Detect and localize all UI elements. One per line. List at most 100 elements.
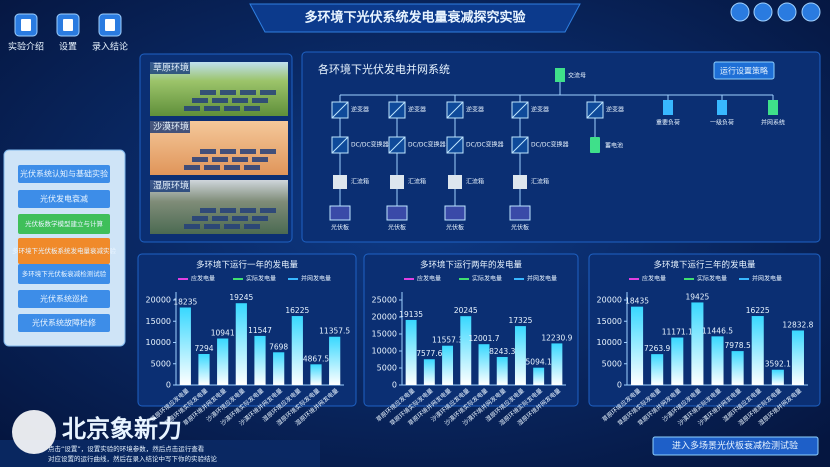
value-label: 11557.3 — [432, 336, 463, 345]
back-icon[interactable] — [777, 2, 797, 22]
panel-label: 光伏板 — [388, 224, 406, 232]
menu-item[interactable] — [18, 238, 110, 264]
value-label: 18435 — [625, 297, 649, 306]
y-tick-label: 15000 — [146, 317, 171, 326]
value-label: 19425 — [685, 292, 709, 301]
value-label: 12001.7 — [468, 334, 499, 343]
legend-label: 应发电量 — [191, 275, 215, 283]
combiner-icon — [333, 175, 347, 189]
solar-array — [224, 165, 240, 170]
bar — [651, 354, 664, 385]
toolbar-label: 录入结论 — [92, 41, 128, 53]
menu-item-label: 多环境下光伏板系统发电量衰减实验 — [12, 246, 117, 255]
menu-item-label: 光伏系统故障检修 — [32, 318, 96, 328]
toolbar-label: 设置 — [59, 42, 77, 53]
y-tick-label: 5000 — [151, 359, 171, 368]
converter-label: DC/DC变换器 — [408, 141, 446, 149]
share-icon[interactable] — [730, 2, 750, 22]
solar-array — [200, 208, 216, 213]
star-icon[interactable] — [753, 2, 773, 22]
inverter-label: 逆变器 — [606, 106, 624, 114]
combiner-label: 汇流箱 — [351, 178, 369, 186]
bar — [691, 302, 704, 385]
menu-item[interactable] — [18, 264, 110, 284]
legend-label: 实际发电量 — [246, 275, 276, 283]
value-label: 4867.5 — [303, 354, 329, 363]
legend-label: 并网发电量 — [301, 275, 331, 283]
converter-label: DC/DC变换器 — [351, 141, 389, 149]
y-tick-label: 0 — [392, 381, 397, 390]
enter-button[interactable] — [652, 436, 819, 456]
value-label: 18235 — [173, 298, 197, 307]
y-tick-label: 0 — [617, 381, 622, 390]
value-label: 11547 — [248, 326, 272, 335]
panel-icon — [444, 205, 466, 221]
solar-array — [252, 98, 268, 103]
y-tick-label: 15000 — [372, 330, 397, 339]
solar-array — [232, 216, 248, 221]
menu-item[interactable] — [18, 190, 110, 208]
environment-label: 湿原环境 — [153, 180, 189, 192]
combiner-icon — [390, 175, 404, 189]
bar — [329, 336, 341, 385]
value-label: 11357.5 — [319, 327, 350, 336]
inverter-icon-divider — [511, 101, 529, 119]
combiner-icon — [513, 175, 527, 189]
value-label: 7294 — [194, 344, 213, 353]
bus-icon — [555, 68, 565, 82]
bar — [478, 344, 490, 385]
bar — [533, 367, 545, 385]
top-icons — [730, 2, 821, 22]
fullscreen-icon[interactable] — [801, 2, 821, 22]
legend-label: 实际发电量 — [697, 275, 727, 283]
battery-label: 蓄电池 — [605, 142, 623, 150]
bar — [791, 330, 804, 385]
environment-label-bg — [150, 62, 190, 74]
inverter-icon-divider — [331, 101, 349, 119]
solar-array — [252, 216, 268, 221]
bar — [235, 303, 247, 385]
diagram-panel — [301, 51, 821, 243]
converter-icon-divider — [388, 136, 406, 154]
bar — [442, 345, 454, 385]
legend-label: 并网发电量 — [527, 275, 557, 283]
bar — [405, 319, 417, 385]
solar-array — [244, 224, 260, 229]
menu-item[interactable] — [18, 314, 110, 332]
menu-item-label: 光伏系统巡检 — [40, 294, 88, 304]
y-tick-label: 20000 — [597, 296, 622, 305]
solar-array — [204, 106, 220, 111]
strategy-button[interactable] — [713, 61, 775, 80]
bar — [771, 369, 784, 385]
environment-label-bg — [150, 121, 190, 133]
menu-item[interactable] — [18, 290, 110, 308]
panel-label: 光伏板 — [511, 224, 529, 232]
menu-item-label: 光伏发电衰减 — [40, 194, 88, 204]
converter-icon-divider — [511, 136, 529, 154]
y-tick-label: 10000 — [146, 338, 171, 347]
value-label: 16225 — [285, 306, 309, 315]
menu-item[interactable] — [18, 165, 110, 183]
bar — [310, 364, 322, 385]
value-label: 19245 — [229, 293, 253, 302]
value-label: 11171.1 — [662, 328, 693, 337]
solar-array — [204, 165, 220, 170]
bar — [551, 343, 563, 385]
environment-label-bg — [150, 180, 190, 192]
solar-array — [224, 106, 240, 111]
bar — [711, 336, 724, 385]
value-label: 12832.8 — [782, 320, 813, 329]
menu-item[interactable] — [18, 214, 110, 234]
y-tick-label: 10000 — [597, 338, 622, 347]
solar-array — [244, 165, 260, 170]
value-label: 20245 — [454, 306, 478, 315]
solar-array — [260, 208, 276, 213]
bar — [179, 307, 191, 385]
y-tick-label: 5000 — [377, 364, 397, 373]
inverter-label: 逆变器 — [466, 106, 484, 114]
chart-title: 多环境下运行两年的发电量 — [420, 260, 523, 271]
load-label: 一级负荷 — [710, 119, 734, 127]
value-label: 8243.3 — [489, 347, 515, 356]
